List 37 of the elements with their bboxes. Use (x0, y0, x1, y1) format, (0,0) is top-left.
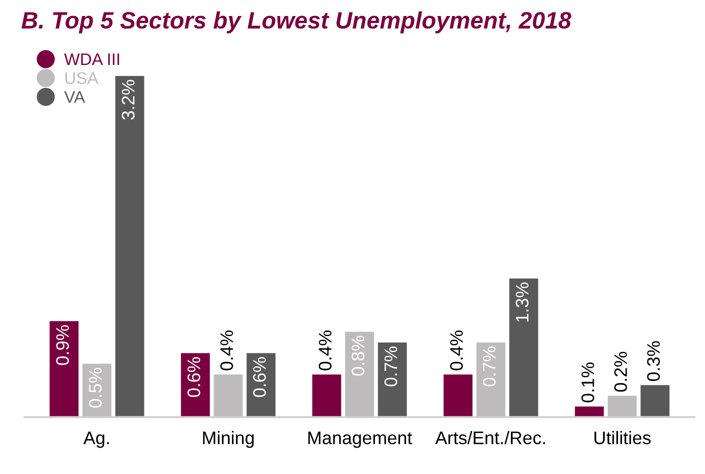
bar (115, 76, 144, 418)
data-label: 0.1% (581, 362, 594, 402)
data-label: 0.4% (318, 330, 332, 370)
data-label: 0.5% (88, 368, 102, 408)
legend-label: VA (64, 91, 86, 103)
bar (476, 342, 506, 418)
data-label: 0.9% (56, 325, 69, 365)
bar (640, 385, 670, 418)
data-label: 0.7% (482, 346, 496, 386)
data-label: 0.8% (352, 336, 364, 376)
bar (312, 374, 342, 418)
data-label: 0.6% (187, 357, 200, 397)
data-label: 0.3% (647, 341, 660, 382)
data-label: 0.4% (220, 330, 234, 370)
x-tick-label: Management (308, 432, 412, 448)
x-tick-label: Arts/Ent./Rec. (435, 431, 545, 444)
x-tick-label: Ag. (83, 432, 109, 448)
bar (180, 353, 210, 418)
bar (214, 374, 243, 418)
legend-label: USA (65, 72, 98, 84)
data-label: 0.7% (384, 346, 398, 386)
data-label: 0.6% (253, 357, 266, 397)
data-label: 1.3% (516, 282, 529, 322)
legend-label: WDA III (64, 54, 120, 65)
data-label: 0.4% (450, 330, 463, 370)
x-tick-label: Mining (203, 431, 254, 448)
bar (608, 396, 637, 418)
bar (345, 332, 374, 418)
x-tick-label: Utilities (594, 431, 651, 444)
data-label: 0.2% (614, 352, 628, 392)
bar (378, 342, 407, 418)
chart-title: B. Top 5 Sectors by Lowest Unemployment, 2018 (22, 11, 572, 34)
data-label: 3.2% (122, 80, 135, 120)
bar (246, 353, 276, 418)
bar (444, 374, 472, 418)
bar (509, 278, 538, 418)
bar (50, 321, 79, 418)
